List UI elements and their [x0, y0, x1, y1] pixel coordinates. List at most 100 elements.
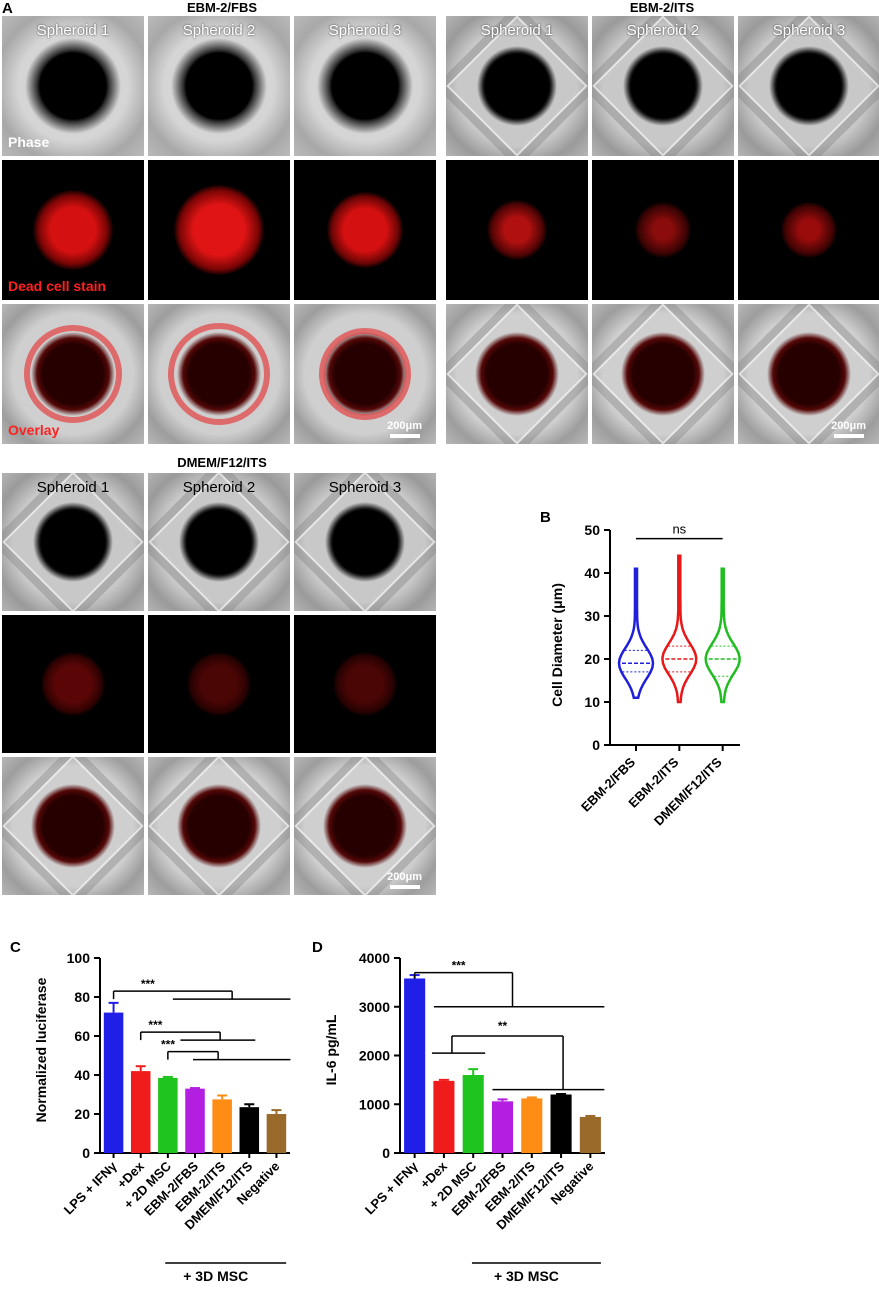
- spheroid-label: Spheroid 3: [328, 22, 402, 39]
- bar-+ 2D MSC: [158, 1077, 178, 1153]
- y-tick-label: 10: [584, 694, 600, 710]
- scale-bar: 200μm: [387, 871, 422, 889]
- y-axis-label: Normalized luciferase: [33, 977, 49, 1122]
- spheroid-label: Spheroid 2: [182, 22, 256, 39]
- spheroid-label: Spheroid 3: [772, 22, 846, 39]
- violin-DMEM/F12/ITS: [704, 567, 741, 704]
- overlay-image: 200μm: [738, 304, 879, 444]
- significance-label: ns: [672, 522, 686, 537]
- bar-+Dex: [130, 1071, 151, 1153]
- significance-label: ***: [161, 1038, 175, 1052]
- overlay-image: [592, 304, 734, 444]
- y-tick-label: 80: [74, 989, 90, 1005]
- group-label: + 3D MSC: [494, 1268, 559, 1284]
- panel-c-letter: C: [10, 939, 21, 956]
- y-tick-label: 1000: [359, 1096, 390, 1112]
- y-tick-label: 50: [584, 522, 600, 538]
- panel-d-letter: D: [312, 939, 323, 956]
- panel-b-letter: B: [540, 509, 551, 526]
- dead-stain-image: [294, 615, 436, 753]
- y-tick-label: 0: [82, 1145, 90, 1161]
- dead-stain-image: [294, 160, 436, 300]
- overlay-image: [148, 757, 290, 895]
- bar-LPS + IFNγ: [103, 1012, 124, 1153]
- spheroid-label: Spheroid 3: [328, 479, 402, 496]
- significance-label: ***: [141, 977, 155, 991]
- y-tick-label: 4000: [359, 950, 390, 966]
- violin-chart-cell-diameter: B 01020304050EBM-2/FBSEBM-2/ITSDMEM/F12/…: [540, 509, 741, 828]
- image-grid-ebm2-fbs: Spheroid 1 Phase Spheroid 2 Spheroid 3 D…: [2, 16, 436, 444]
- y-tick-label: 100: [67, 950, 91, 966]
- y-tick-label: 40: [74, 1067, 90, 1083]
- x-tick-label: LPS + IFNγ: [61, 1158, 120, 1217]
- dead-stain-image: Dead cell stain: [2, 160, 144, 300]
- overlay-image: Overlay: [2, 304, 144, 444]
- bar-+Dex: [433, 1080, 455, 1153]
- y-tick-label: 3000: [359, 999, 390, 1015]
- bar-EBM-2/FBS: [185, 1088, 205, 1153]
- spheroid-label: Spheroid 2: [626, 22, 700, 39]
- group-title-ebm2-its: EBM-2/ITS: [629, 0, 695, 15]
- bar-Negative: [266, 1114, 287, 1153]
- y-tick-label: 2000: [359, 1048, 390, 1064]
- significance-label: **: [498, 1019, 508, 1033]
- significance-label: ***: [148, 1018, 162, 1032]
- overlay-image: [446, 304, 588, 444]
- image-grid-dmem-its: Spheroid 1 Spheroid 2 Spheroid 3 200μm: [2, 473, 436, 895]
- row-label-phase: Phase: [8, 134, 50, 150]
- scale-bar: 200μm: [387, 420, 422, 438]
- phase-image: Spheroid 2: [592, 16, 734, 156]
- panel-a-letter: A: [2, 0, 13, 17]
- phase-image: Spheroid 1: [2, 473, 144, 611]
- x-tick-label: EBM-2/FBS: [578, 754, 638, 814]
- bar-DMEM/F12/ITS: [550, 1094, 572, 1153]
- y-axis-label: IL-6 pg/mL: [323, 1014, 339, 1085]
- bar-EBM-2/FBS: [491, 1101, 514, 1153]
- y-tick-label: 20: [584, 651, 600, 667]
- overlay-image: 200μm: [294, 757, 436, 895]
- phase-image: Spheroid 1 Phase: [2, 16, 144, 156]
- phase-image: Spheroid 3: [294, 16, 436, 156]
- overlay-image: 200μm: [294, 304, 436, 444]
- overlay-image: [2, 757, 144, 895]
- row-label-overlay: Overlay: [8, 422, 60, 438]
- bar-EBM-2/ITS: [212, 1099, 232, 1153]
- scale-bar: 200μm: [831, 420, 866, 438]
- violin-EBM-2/ITS: [661, 554, 698, 704]
- y-tick-label: 0: [592, 737, 600, 753]
- dead-stain-image: [738, 160, 879, 300]
- y-axis-label: Cell Diameter (μm): [549, 583, 565, 707]
- violin-EBM-2/FBS: [617, 567, 655, 699]
- phase-image: Spheroid 2: [148, 473, 290, 611]
- spheroid-label: Spheroid 1: [480, 22, 554, 39]
- y-tick-label: 60: [74, 1028, 90, 1044]
- phase-image: Spheroid 3: [294, 473, 436, 611]
- spheroid-label: Spheroid 1: [36, 479, 110, 496]
- y-tick-label: 40: [584, 565, 600, 581]
- dead-stain-image: [592, 160, 734, 300]
- group-title-dmem-its: DMEM/F12/ITS: [177, 455, 267, 470]
- phase-image: Spheroid 2: [148, 16, 290, 156]
- image-grid-ebm2-its: Spheroid 1 Spheroid 2 Spheroid 3 200μm: [446, 16, 879, 444]
- significance-label: ***: [452, 959, 466, 973]
- bar-Negative: [579, 1116, 601, 1153]
- y-tick-label: 20: [74, 1106, 90, 1122]
- dead-stain-image: [2, 615, 144, 753]
- phase-image: Spheroid 3: [738, 16, 879, 156]
- row-label-dead: Dead cell stain: [8, 278, 107, 294]
- group-title-ebm2-fbs: EBM-2/FBS: [186, 0, 258, 15]
- bar-+ 2D MSC: [462, 1075, 484, 1153]
- bar-LPS + IFNγ: [404, 978, 426, 1153]
- group-label: + 3D MSC: [183, 1268, 248, 1284]
- y-tick-label: 30: [584, 608, 600, 624]
- spheroid-label: Spheroid 2: [182, 479, 256, 496]
- bar-DMEM/F12/ITS: [239, 1107, 260, 1153]
- spheroid-label: Spheroid 1: [36, 22, 110, 39]
- y-tick-label: 0: [382, 1145, 390, 1161]
- dead-stain-image: [148, 615, 290, 753]
- dead-stain-image: [148, 160, 290, 300]
- phase-image: Spheroid 1: [446, 16, 588, 156]
- bar-EBM-2/ITS: [521, 1098, 543, 1153]
